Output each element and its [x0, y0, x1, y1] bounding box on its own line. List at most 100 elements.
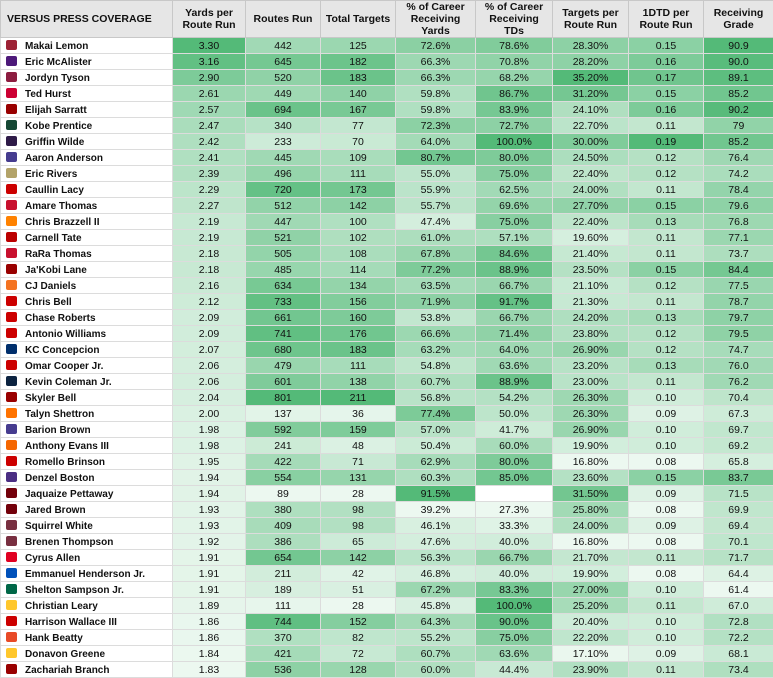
- stat-cell: 2.19: [173, 230, 246, 246]
- stat-cell: 0.13: [629, 310, 704, 326]
- stat-cell: 0.11: [629, 118, 704, 134]
- stat-cell: 0.08: [629, 534, 704, 550]
- stat-cell: 183: [321, 70, 396, 86]
- stat-cell: 74.2: [704, 166, 773, 182]
- stat-cell: 0.15: [629, 262, 704, 278]
- stat-cell: 27.00%: [553, 582, 629, 598]
- stat-cell: 0.11: [629, 374, 704, 390]
- stat-cell: 2.07: [173, 342, 246, 358]
- player-name-cell: Carnell Tate: [1, 230, 173, 246]
- stat-cell: 61.0%: [396, 230, 476, 246]
- stat-cell: 1.94: [173, 486, 246, 502]
- player-name-cell: Chase Roberts: [1, 310, 173, 326]
- stat-cell: 134: [321, 278, 396, 294]
- stat-cell: 0.10: [629, 582, 704, 598]
- team-logo: [6, 280, 17, 290]
- stat-cell: 23.80%: [553, 326, 629, 342]
- stat-cell: 71: [321, 454, 396, 470]
- stat-cell: 25.80%: [553, 502, 629, 518]
- player-name: Makai Lemon: [25, 41, 88, 52]
- stat-cell: 26.90%: [553, 422, 629, 438]
- team-logo: [6, 632, 17, 642]
- player-name: Jaquaize Pettaway: [25, 489, 113, 500]
- stat-cell: 1.89: [173, 598, 246, 614]
- player-name: Ted Hurst: [25, 89, 71, 100]
- stat-cell: 447: [246, 214, 321, 230]
- stat-cell: 23.00%: [553, 374, 629, 390]
- stat-cell: 0.13: [629, 214, 704, 230]
- player-name-cell: Cyrus Allen: [1, 550, 173, 566]
- stat-cell: 0.10: [629, 630, 704, 646]
- stat-cell: 28: [321, 598, 396, 614]
- stat-cell: 69.6%: [476, 198, 553, 214]
- stat-cell: 496: [246, 166, 321, 182]
- stat-cell: 61.4: [704, 582, 773, 598]
- stat-cell: 83.3%: [476, 582, 553, 598]
- stat-cell: 44.4%: [476, 662, 553, 678]
- stat-cell: 422: [246, 454, 321, 470]
- stat-cell: 2.27: [173, 198, 246, 214]
- player-name: Cyrus Allen: [25, 553, 80, 564]
- stat-cell: 60.7%: [396, 646, 476, 662]
- player-name-cell: Aaron Anderson: [1, 150, 173, 166]
- stat-cell: 680: [246, 342, 321, 358]
- stat-cell: 91.5%: [396, 486, 476, 502]
- stat-cell: 21.30%: [553, 294, 629, 310]
- player-name-cell: Caullin Lacy: [1, 182, 173, 198]
- stat-cell: 0.10: [629, 390, 704, 406]
- stat-cell: 1.93: [173, 502, 246, 518]
- stat-cell: 554: [246, 470, 321, 486]
- column-header: Yards per Route Run: [173, 1, 246, 38]
- stat-cell: 83.7: [704, 470, 773, 486]
- stat-cell: 2.41: [173, 150, 246, 166]
- player-name: Griffin Wilde: [25, 137, 84, 148]
- stat-cell: 31.20%: [553, 86, 629, 102]
- stat-cell: 72.3%: [396, 118, 476, 134]
- stat-cell: 85.2: [704, 134, 773, 150]
- stat-cell: 46.1%: [396, 518, 476, 534]
- player-name-cell: Chris Brazzell II: [1, 214, 173, 230]
- stat-cell: 0.09: [629, 406, 704, 422]
- stat-cell: 55.0%: [396, 166, 476, 182]
- stat-cell: 3.16: [173, 54, 246, 70]
- player-name-cell: RaRa Thomas: [1, 246, 173, 262]
- player-name-cell: Emmanuel Henderson Jr.: [1, 566, 173, 582]
- stat-cell: 69.7: [704, 422, 773, 438]
- stat-cell: 2.61: [173, 86, 246, 102]
- stat-cell: 156: [321, 294, 396, 310]
- stat-cell: 66.7%: [476, 550, 553, 566]
- team-logo: [6, 520, 17, 530]
- player-name-cell: Kobe Prentice: [1, 118, 173, 134]
- stat-cell: 76.4: [704, 150, 773, 166]
- stat-cell: 27.70%: [553, 198, 629, 214]
- team-logo: [6, 584, 17, 594]
- stat-cell: 53.8%: [396, 310, 476, 326]
- stat-cell: 1.91: [173, 566, 246, 582]
- stat-cell: 88.9%: [476, 374, 553, 390]
- stat-cell: 2.19: [173, 214, 246, 230]
- stat-cell: 64.0%: [396, 134, 476, 150]
- stat-cell: 111: [246, 598, 321, 614]
- stat-cell: 233: [246, 134, 321, 150]
- team-logo: [6, 72, 17, 82]
- player-name: CJ Daniels: [25, 281, 76, 292]
- stat-cell: 85.0%: [476, 470, 553, 486]
- stat-cell: 79.6: [704, 198, 773, 214]
- team-logo: [6, 600, 17, 610]
- stat-cell: 63.6%: [476, 358, 553, 374]
- stat-cell: 77.1: [704, 230, 773, 246]
- stat-cell: 0.08: [629, 454, 704, 470]
- player-name-cell: Talyn Shettron: [1, 406, 173, 422]
- stat-cell: 2.04: [173, 390, 246, 406]
- stat-cell: 26.90%: [553, 342, 629, 358]
- player-name: Talyn Shettron: [25, 409, 94, 420]
- stat-cell: 28.20%: [553, 54, 629, 70]
- player-name: Squirrel White: [25, 521, 93, 532]
- column-header: Routes Run: [246, 1, 321, 38]
- stat-cell: 645: [246, 54, 321, 70]
